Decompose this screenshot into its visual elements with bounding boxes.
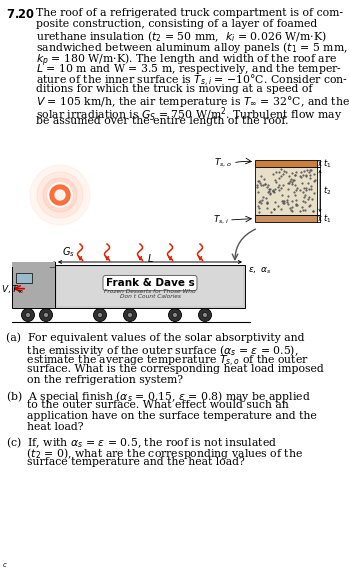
Text: $\varepsilon,\ \alpha_s$: $\varepsilon,\ \alpha_s$	[248, 265, 272, 276]
Circle shape	[43, 178, 77, 212]
Text: $G_s$: $G_s$	[62, 245, 75, 259]
Text: ($t_2$ = 0), what are the corresponding values of the: ($t_2$ = 0), what are the corresponding …	[6, 446, 303, 462]
Text: $T_{s,o}$: $T_{s,o}$	[214, 157, 232, 169]
Text: $T_{s,i}$: $T_{s,i}$	[213, 214, 229, 226]
Text: estimate the average temperature $T_{s,o}$ of the outer: estimate the average temperature $T_{s,o…	[6, 353, 309, 369]
Text: $V, T_\infty$: $V, T_\infty$	[1, 283, 24, 295]
Text: be assumed over the entire length of the roof.: be assumed over the entire length of the…	[36, 116, 288, 126]
Text: on the refrigeration system?: on the refrigeration system?	[6, 375, 183, 385]
Text: (c)  If, with $\alpha_s$ = $\varepsilon$ = 0.5, the roof is not insulated: (c) If, with $\alpha_s$ = $\varepsilon$ …	[6, 436, 277, 450]
Circle shape	[93, 309, 106, 322]
Bar	[55, 265, 245, 308]
Circle shape	[30, 165, 90, 225]
Bar	[57, 267, 243, 306]
Circle shape	[43, 312, 49, 318]
Circle shape	[26, 312, 30, 318]
Text: application have on the surface temperature and the: application have on the surface temperat…	[6, 411, 317, 421]
Text: Frozen Desserts for Those Who
Don t Count Calories: Frozen Desserts for Those Who Don t Coun…	[104, 289, 196, 299]
Text: the emissivity of the outer surface ($\alpha_s$ = $\varepsilon$ = 0.5),: the emissivity of the outer surface ($\a…	[6, 343, 299, 358]
Text: (b)  A special finish ($\alpha_s$ = 0.15, $\varepsilon$ = 0.8) may be applied: (b) A special finish ($\alpha_s$ = 0.15,…	[6, 389, 311, 404]
Circle shape	[98, 312, 103, 318]
Text: ditions for which the truck is moving at a speed of: ditions for which the truck is moving at…	[36, 83, 313, 93]
Text: surface. What is the corresponding heat load imposed: surface. What is the corresponding heat …	[6, 365, 324, 375]
Circle shape	[198, 309, 211, 322]
Bar	[16, 273, 32, 283]
Text: (a)  For equivalent values of the solar absorptivity and: (a) For equivalent values of the solar a…	[6, 332, 304, 343]
Text: $t_2$: $t_2$	[323, 185, 331, 197]
Circle shape	[37, 172, 83, 218]
Circle shape	[21, 309, 35, 322]
Text: The roof of a refrigerated truck compartment is of com-: The roof of a refrigerated truck compart…	[36, 8, 343, 18]
Text: to the outer surface. What effect would such an: to the outer surface. What effect would …	[6, 400, 289, 410]
Bar	[255, 167, 317, 215]
Circle shape	[55, 190, 65, 200]
Bar	[255, 160, 317, 167]
Text: solar irradiation is $G_S$ = 750 W/m$^2$. Turbulent flow may: solar irradiation is $G_S$ = 750 W/m$^2$…	[36, 105, 342, 124]
Text: $t_1$: $t_1$	[323, 157, 331, 170]
Circle shape	[124, 309, 136, 322]
Circle shape	[50, 185, 70, 205]
Text: $\mathbf{7.20}$: $\mathbf{7.20}$	[6, 8, 35, 21]
Bar	[255, 215, 317, 222]
Text: posite construction, consisting of a layer of foamed: posite construction, consisting of a lay…	[36, 19, 317, 29]
Text: $t_1$: $t_1$	[323, 212, 331, 225]
Text: $V$ = 105 km/h, the air temperature is $T_\infty$ = 32°C, and the: $V$ = 105 km/h, the air temperature is $…	[36, 95, 350, 109]
Text: urethane insulation ($t_2$ = 50 mm,  $k_i$ = 0.026 W/m$\cdot$K): urethane insulation ($t_2$ = 50 mm, $k_i…	[36, 29, 327, 44]
Text: $k_p$ = 180 W/m$\cdot$K). The length and width of the roof are: $k_p$ = 180 W/m$\cdot$K). The length and…	[36, 51, 337, 69]
Circle shape	[168, 309, 182, 322]
Bar	[12, 262, 55, 308]
Text: sandwiched between aluminum alloy panels ($t_1$ = 5 mm,: sandwiched between aluminum alloy panels…	[36, 41, 348, 55]
Text: surface temperature and the heat load?: surface temperature and the heat load?	[6, 457, 245, 467]
Circle shape	[48, 183, 72, 207]
Text: $_c$: $_c$	[2, 560, 8, 570]
Text: $L$ = 10 m and W = 3.5 m, respectively, and the temper-: $L$ = 10 m and W = 3.5 m, respectively, …	[36, 62, 342, 76]
Bar	[12, 262, 55, 267]
Text: ature of the inner surface is $T_{s,i}$ = $-$10°C. Consider con-: ature of the inner surface is $T_{s,i}$ …	[36, 73, 348, 89]
Circle shape	[127, 312, 133, 318]
Wedge shape	[50, 262, 55, 267]
Text: $L$: $L$	[147, 252, 153, 264]
Text: Frank & Dave s: Frank & Dave s	[106, 278, 194, 288]
Circle shape	[40, 309, 52, 322]
Circle shape	[203, 312, 208, 318]
Text: heat load?: heat load?	[6, 422, 84, 432]
Circle shape	[173, 312, 177, 318]
